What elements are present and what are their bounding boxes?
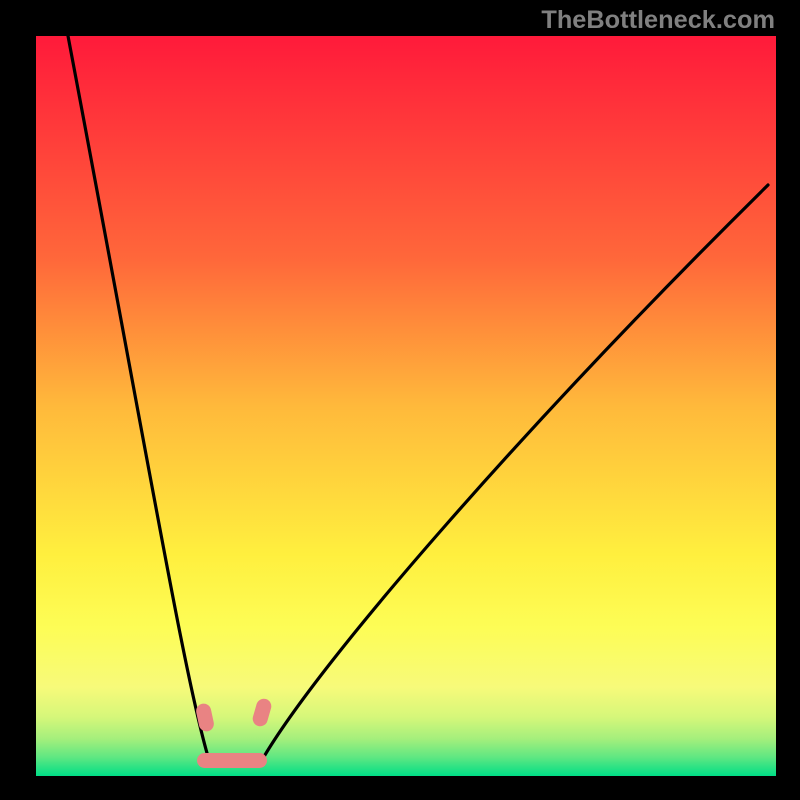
highlight-segment-2 — [197, 753, 267, 768]
watermark-label: TheBottleneck.com — [541, 6, 775, 35]
highlight-segment-1 — [251, 696, 273, 727]
bottleneck-curve — [36, 36, 776, 776]
plot-area — [36, 36, 776, 776]
highlight-segment-0 — [195, 702, 215, 733]
